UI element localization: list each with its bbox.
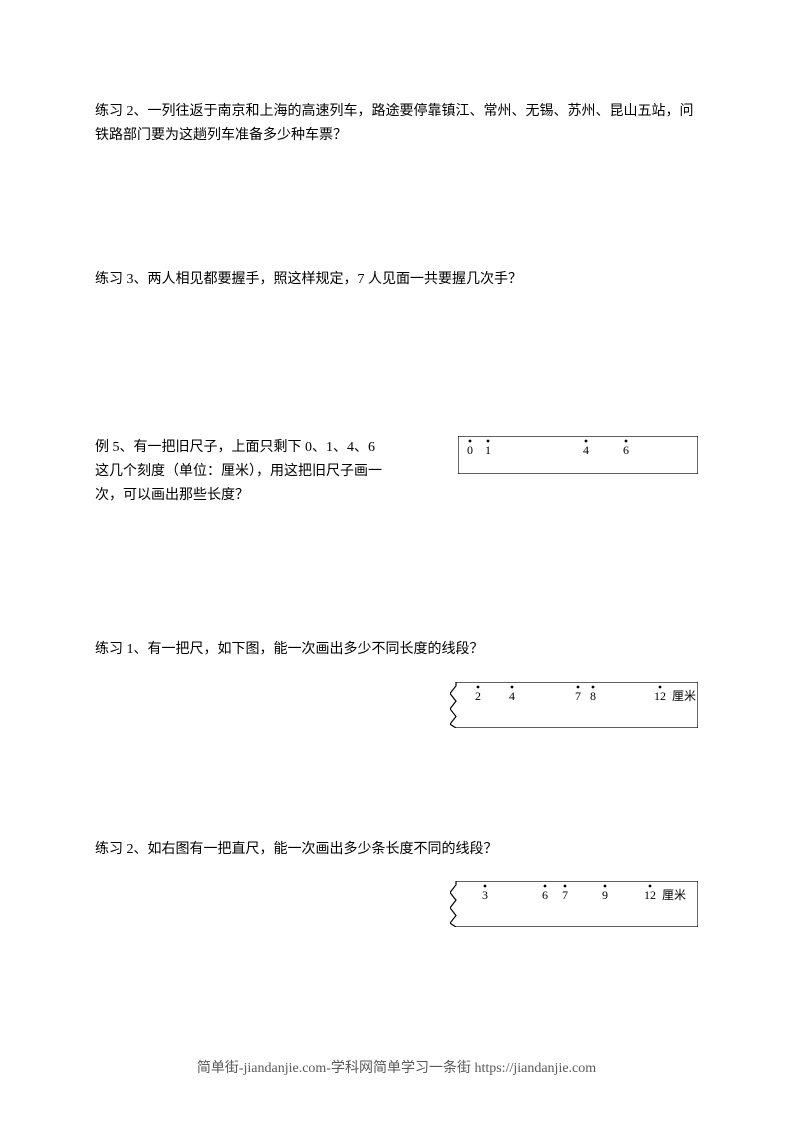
problem-3-handshake: 练习 3、两人相见都要握手，照这样规定，7 人见面一共要握几次手？ bbox=[95, 268, 698, 292]
page-footer: 简单街-jiandanjie.com-学科网简单学习一条街 https://ji… bbox=[0, 1057, 793, 1077]
ruler-diagram: 2 4 78 12 厘米 bbox=[95, 682, 698, 728]
footer-text: 简单街-jiandanjie.com-学科网简单学习一条街 https://ji… bbox=[197, 1061, 596, 1076]
svg-text:7: 7 bbox=[562, 888, 568, 902]
svg-text:厘米: 厘米 bbox=[672, 689, 696, 703]
svg-text:2: 2 bbox=[475, 689, 481, 703]
svg-text:12: 12 bbox=[644, 888, 656, 902]
svg-text:3: 3 bbox=[482, 888, 488, 902]
svg-text:6: 6 bbox=[542, 888, 548, 902]
svg-text:0: 0 bbox=[467, 443, 473, 457]
page-content: 练习 2、一列往返于南京和上海的高速列车，路途要停靠镇江、常州、无锡、苏州、昆山… bbox=[0, 0, 793, 927]
svg-text:1: 1 bbox=[485, 443, 491, 457]
problem-text: 练习 2、如右图有一把直尺，能一次画出多少条长度不同的线段？ bbox=[95, 838, 698, 862]
problem-text: 例 5、有一把旧尺子，上面只剩下 0、1、4、6 这几个刻度（单位：厘米），用这… bbox=[95, 436, 390, 507]
practice-1-ruler: 练习 1、有一把尺，如下图，能一次画出多少不同长度的线段？ 2 4 78 12 厘米 bbox=[95, 638, 698, 728]
svg-text:12: 12 bbox=[654, 689, 666, 703]
problem-text: 练习 2、一列往返于南京和上海的高速列车，路途要停靠镇江、常州、无锡、苏州、昆山… bbox=[95, 104, 694, 143]
problem-text: 练习 1、有一把尺，如下图，能一次画出多少不同长度的线段？ bbox=[95, 638, 698, 662]
practice-2-ruler: 练习 2、如右图有一把直尺，能一次画出多少条长度不同的线段？ 3 67 9 12 厘米 bbox=[95, 838, 698, 928]
svg-text:厘米: 厘米 bbox=[662, 888, 686, 902]
svg-text:9: 9 bbox=[602, 888, 608, 902]
svg-text:4: 4 bbox=[509, 689, 515, 703]
problem-2-train: 练习 2、一列往返于南京和上海的高速列车，路途要停靠镇江、常州、无锡、苏州、昆山… bbox=[95, 100, 698, 148]
example-5-ruler: 例 5、有一把旧尺子，上面只剩下 0、1、4、6 这几个刻度（单位：厘米），用这… bbox=[95, 436, 698, 507]
svg-text:6: 6 bbox=[623, 443, 629, 457]
svg-text:4: 4 bbox=[583, 443, 589, 457]
ruler-diagram: 3 67 9 12 厘米 bbox=[95, 881, 698, 927]
svg-text:8: 8 bbox=[590, 689, 596, 703]
svg-text:7: 7 bbox=[575, 689, 581, 703]
problem-text: 练习 3、两人相见都要握手，照这样规定，7 人见面一共要握几次手？ bbox=[95, 272, 522, 287]
ruler-diagram: 01 4 6 bbox=[405, 436, 698, 474]
